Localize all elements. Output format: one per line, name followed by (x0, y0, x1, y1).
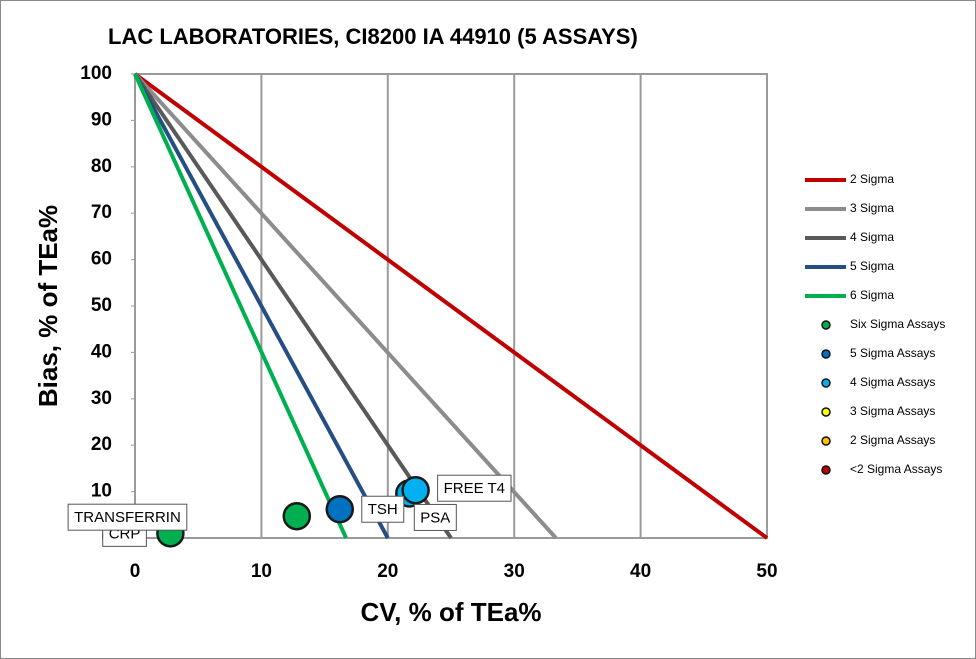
y-tick-label: 60 (91, 249, 112, 270)
label-box (67, 503, 188, 531)
legend-label: 3 Sigma (850, 201, 894, 215)
sigma-line (133, 73, 348, 539)
y-axis-label: Bias, % of TEa% (33, 205, 63, 407)
point-label: FREE T4 (444, 480, 505, 497)
assay-point (282, 501, 312, 531)
y-tick-label: 90 (91, 109, 112, 130)
label-box (413, 503, 457, 531)
y-tick-label: 20 (91, 434, 112, 455)
x-tick-label: 10 (251, 561, 272, 582)
legend-swatch (821, 349, 831, 359)
y-tick-label: 70 (91, 202, 112, 223)
legend-label: <2 Sigma Assays (850, 462, 942, 476)
x-axis-label: CV, % of TEa% (360, 597, 541, 627)
legend-label: 4 Sigma Assays (850, 375, 935, 389)
assay-point (401, 475, 430, 505)
chart-title: LAC LABORATORIES, CI8200 IA 44910 (5 ASS… (108, 24, 638, 49)
sigma-line (133, 72, 453, 540)
legend-label: 5 Sigma (850, 259, 894, 273)
sigma-line (133, 72, 558, 540)
x-tick-label: 30 (504, 561, 525, 582)
assay-point (325, 494, 355, 524)
point-label: PSA (420, 509, 450, 526)
sigma-line (133, 72, 769, 540)
x-tick-label: 40 (630, 561, 651, 582)
label-box (437, 474, 512, 502)
y-tick-label: 10 (91, 481, 112, 502)
legend-swatch (821, 436, 831, 446)
y-tick-label: 40 (91, 341, 112, 362)
y-tick-label: 80 (91, 156, 112, 177)
legend-label: 6 Sigma (850, 288, 894, 302)
legend-label: Six Sigma Assays (850, 317, 945, 331)
y-tick-label: 30 (91, 388, 112, 409)
point-label: TSH (368, 501, 398, 518)
legend-swatch (821, 320, 831, 330)
x-tick-label: 50 (756, 561, 777, 582)
x-tick-label: 0 (130, 561, 141, 582)
x-tick-label: 20 (377, 561, 398, 582)
legend-swatch (821, 465, 831, 475)
sigma-line (133, 73, 390, 539)
legend-label: 2 Sigma Assays (850, 433, 935, 447)
y-tick-label: 100 (80, 63, 112, 84)
legend-label: 2 Sigma (850, 172, 894, 186)
legend-swatch (821, 407, 831, 417)
legend-label: 4 Sigma (850, 230, 894, 244)
legend-label: 3 Sigma Assays (850, 404, 935, 418)
point-label: TRANSFERRIN (74, 509, 181, 526)
legend-label: 5 Sigma Assays (850, 346, 935, 360)
legend-swatch (821, 378, 831, 388)
label-box (361, 495, 405, 523)
y-tick-label: 50 (91, 295, 112, 316)
